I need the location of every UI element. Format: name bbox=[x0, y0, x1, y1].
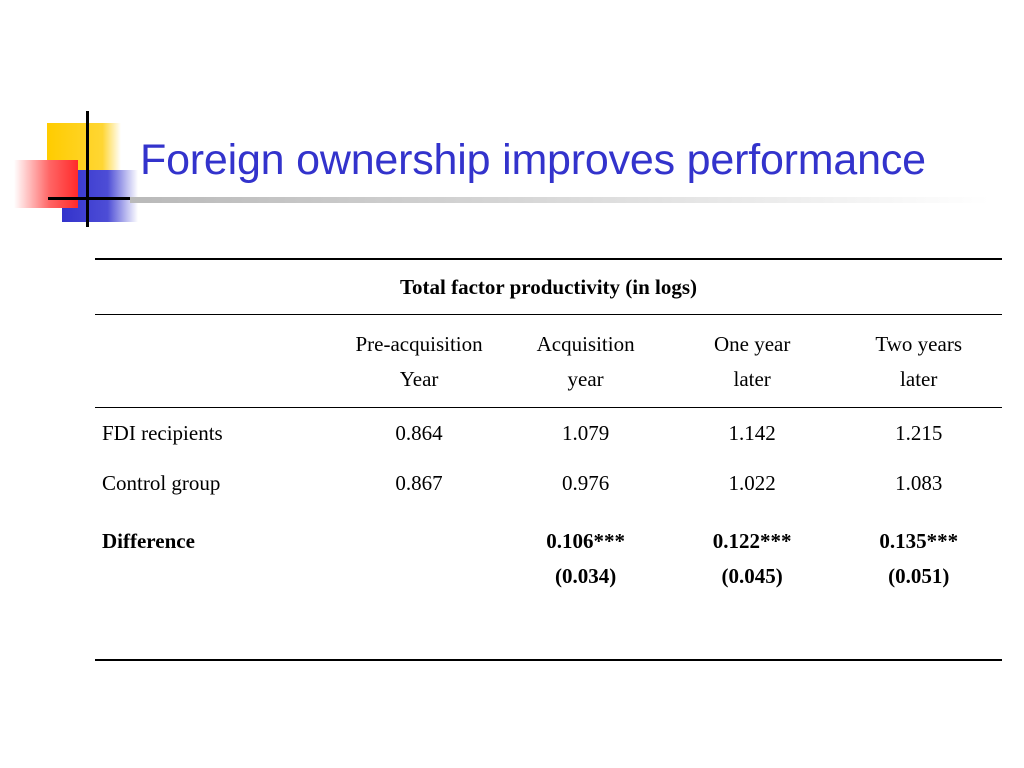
column-header-line: One year bbox=[713, 332, 791, 356]
title-underline bbox=[130, 197, 990, 203]
table-cell: 0.867 bbox=[395, 470, 443, 495]
logo-red-square bbox=[14, 160, 78, 208]
table-cell: 1.022 bbox=[728, 470, 776, 495]
column-header-line: Pre-acquisition bbox=[355, 332, 483, 356]
column-header-row: Pre-acquisition Year Acquisition year On… bbox=[95, 314, 1002, 408]
difference-standard-error: (0.034) bbox=[554, 564, 617, 588]
difference-standard-error: (0.045) bbox=[721, 564, 783, 588]
logo-vertical-bar bbox=[86, 111, 89, 227]
row-label: Control group bbox=[102, 470, 221, 495]
column-header-line: Acquisition bbox=[536, 332, 635, 356]
logo-horizontal-bar bbox=[48, 197, 134, 200]
column-header-line: later bbox=[900, 367, 938, 391]
slide-title: Foreign ownership improves performance bbox=[140, 136, 926, 184]
table-banner: Total factor productivity (in logs) bbox=[95, 258, 1002, 315]
table-row-control-group: Control group 0.867 0.976 1.022 1.083 bbox=[95, 458, 1002, 508]
table-cell: 0.135*** (0.051) bbox=[835, 508, 1002, 661]
column-header-line: Two years bbox=[875, 332, 962, 356]
table-cell: 0.864 bbox=[395, 420, 443, 445]
difference-standard-error: (0.051) bbox=[888, 564, 950, 588]
column-header-line: Year bbox=[399, 367, 439, 391]
table-row-fdi-recipients: FDI recipients 0.864 1.079 1.142 1.215 bbox=[95, 408, 1002, 459]
column-header-two-years-later: Two years later bbox=[835, 314, 1002, 408]
slide-logo-graphic bbox=[14, 111, 138, 227]
column-header-one-year-later: One year later bbox=[668, 314, 836, 408]
row-label: FDI recipients bbox=[102, 420, 223, 445]
table-cell: 0.122*** (0.045) bbox=[668, 508, 836, 661]
tfp-table-container: Total factor productivity (in logs) Pre-… bbox=[95, 258, 1002, 661]
difference-estimate: 0.106*** bbox=[546, 529, 625, 553]
table-banner-row: Total factor productivity (in logs) bbox=[95, 258, 1002, 315]
table-row-difference: Difference 0.106*** (0.034) 0.122*** (0.… bbox=[95, 508, 1002, 661]
difference-estimate: 0.122*** bbox=[712, 529, 792, 553]
column-header-line: year bbox=[567, 367, 604, 391]
table-cell: 1.079 bbox=[561, 420, 610, 445]
table-cell: 1.142 bbox=[728, 420, 776, 445]
table-cell: 1.083 bbox=[895, 470, 943, 495]
column-header-acquisition: Acquisition year bbox=[502, 314, 669, 408]
tfp-table: Total factor productivity (in logs) Pre-… bbox=[95, 258, 1002, 661]
column-header-line: later bbox=[733, 367, 771, 391]
column-header-blank bbox=[95, 314, 336, 408]
difference-estimate: 0.135*** bbox=[879, 529, 959, 553]
row-label: Difference bbox=[95, 508, 336, 661]
table-cell: 0.976 bbox=[561, 470, 610, 495]
column-header-pre-acquisition: Pre-acquisition Year bbox=[335, 314, 503, 408]
table-cell: 1.215 bbox=[895, 420, 943, 445]
table-cell bbox=[335, 508, 503, 661]
table-cell: 0.106*** (0.034) bbox=[502, 508, 669, 661]
